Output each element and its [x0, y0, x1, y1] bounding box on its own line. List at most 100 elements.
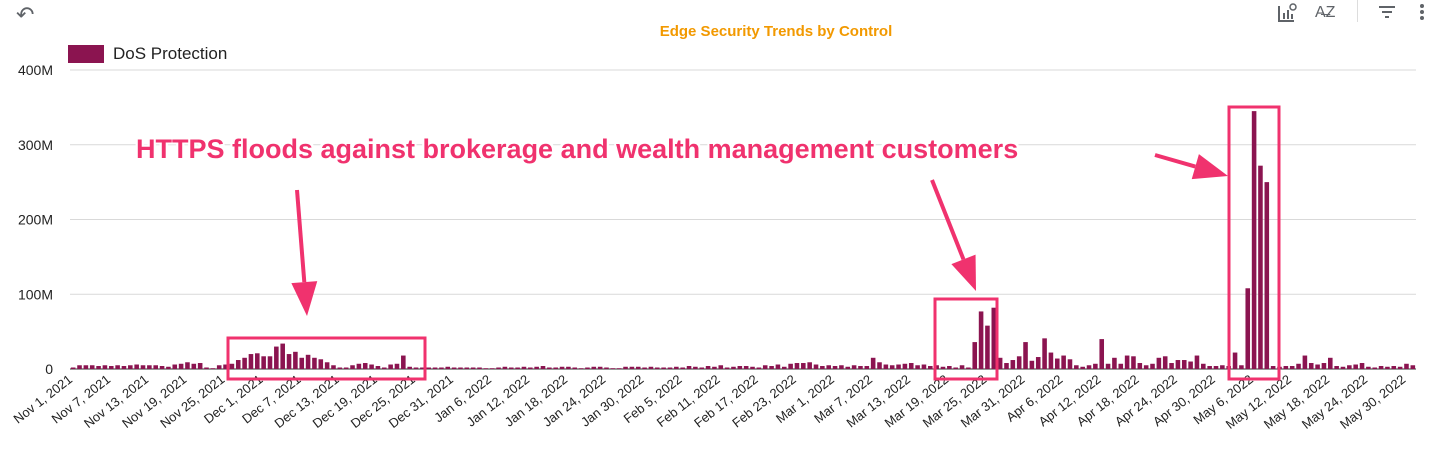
bar: [1340, 366, 1346, 369]
bar: [1315, 364, 1320, 369]
bar: [1137, 363, 1143, 369]
bar: [788, 363, 793, 369]
bar: [566, 366, 571, 369]
more-vert-icon[interactable]: [1418, 2, 1426, 27]
bar: [826, 365, 831, 369]
bar: [1016, 356, 1022, 369]
bar: [629, 366, 635, 369]
bar: [839, 365, 844, 369]
bar: [299, 357, 305, 369]
bar: [845, 366, 851, 369]
bar: [1093, 363, 1098, 369]
bar: [985, 325, 990, 369]
bar: [1074, 365, 1079, 369]
bar: [705, 366, 711, 369]
bar: [915, 365, 920, 369]
bar: [762, 365, 768, 369]
toolbar-divider: [1357, 0, 1358, 22]
bar: [667, 367, 673, 369]
bar: [559, 366, 565, 369]
arrow-shaft: [1154, 153, 1196, 169]
bar: [1410, 365, 1416, 369]
bar: [591, 366, 597, 369]
bar: [1201, 363, 1206, 369]
bar: [426, 367, 432, 369]
undo-icon[interactable]: ↶: [16, 2, 35, 27]
bar: [1042, 338, 1047, 369]
bar: [401, 355, 406, 369]
bar: [883, 364, 889, 369]
bar: [991, 307, 997, 369]
bar: [1283, 366, 1289, 369]
bar: [362, 363, 368, 369]
chart-settings-icon[interactable]: [1276, 2, 1298, 29]
bar: [394, 363, 400, 369]
bar: [147, 365, 152, 369]
bar: [1004, 363, 1009, 369]
bar: [178, 363, 184, 369]
bar: [578, 368, 584, 369]
bar: [724, 367, 730, 369]
bar: [388, 364, 393, 369]
bar: [356, 363, 362, 369]
bar: [496, 367, 501, 369]
bar: [197, 363, 203, 369]
bar: [870, 357, 876, 369]
legend[interactable]: DoS Protection: [68, 44, 227, 64]
bar: [1391, 366, 1397, 369]
bar: [966, 367, 971, 369]
bar: [928, 366, 933, 369]
bar: [369, 364, 374, 369]
bar: [185, 362, 190, 369]
bar: [947, 366, 952, 369]
bar: [1213, 366, 1219, 369]
bar: [248, 354, 254, 369]
bar: [737, 366, 743, 369]
bar: [750, 366, 755, 369]
bar: [801, 363, 806, 369]
bar: [464, 367, 470, 369]
y-tick-label: 0: [45, 361, 53, 377]
bar: [502, 366, 508, 369]
bar: [1245, 288, 1251, 369]
bar: [1258, 165, 1263, 369]
bar: [267, 356, 273, 369]
bar: [813, 364, 819, 369]
bar: [743, 366, 749, 369]
legend-swatch: [68, 45, 104, 63]
bar: [1188, 361, 1193, 369]
bar: [1264, 182, 1270, 369]
bar: [255, 353, 260, 369]
bar: [1366, 366, 1371, 369]
bar: [286, 354, 292, 369]
bar: [350, 365, 355, 369]
bar: [128, 365, 133, 369]
bar: [1353, 364, 1358, 369]
bar: [585, 367, 590, 369]
filter-icon[interactable]: [1377, 2, 1397, 27]
bar: [1010, 360, 1016, 369]
bar: [477, 367, 482, 369]
bar: [343, 367, 349, 369]
bar: [1194, 355, 1200, 369]
bar: [959, 365, 965, 369]
bar: [686, 366, 692, 369]
bar: [235, 360, 241, 369]
bar: [1105, 363, 1111, 369]
bar: [1251, 111, 1257, 370]
bar: [547, 367, 552, 369]
bar: [140, 365, 146, 369]
bar: [908, 363, 914, 369]
bar: [616, 368, 622, 369]
bar: [1143, 365, 1149, 369]
sort-az-icon[interactable]: A̶Z: [1315, 4, 1336, 21]
bar: [1296, 363, 1301, 369]
bar: [978, 311, 984, 369]
bar: [242, 357, 247, 369]
bar: [540, 366, 546, 369]
bar: [1156, 357, 1162, 369]
bar: [1067, 359, 1073, 369]
bar: [1207, 366, 1212, 369]
bar: [280, 343, 285, 369]
